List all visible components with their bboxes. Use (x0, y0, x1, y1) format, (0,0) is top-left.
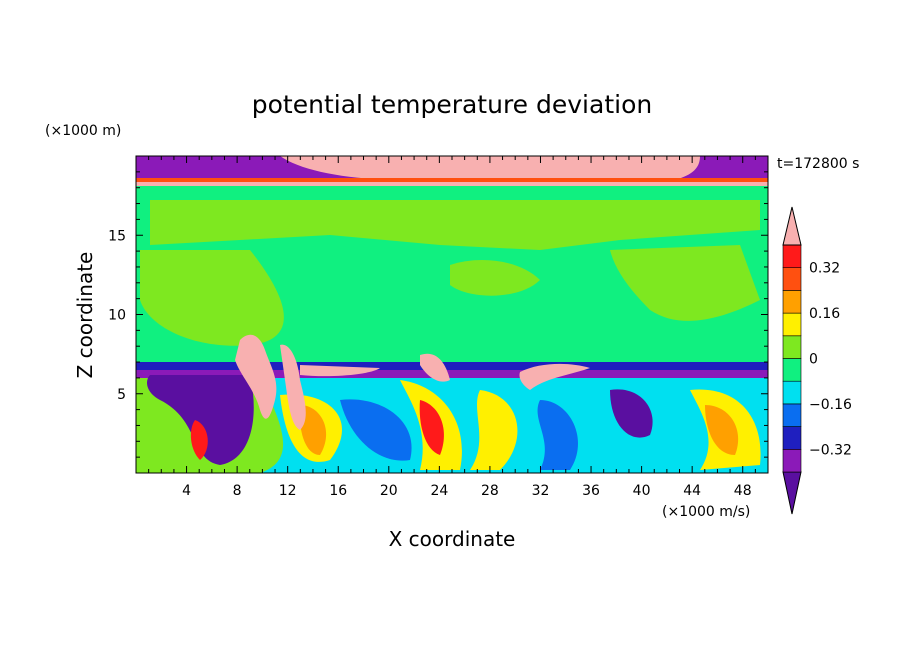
colorbar-box (782, 312, 802, 337)
colorbar-arrow-low (782, 471, 802, 515)
colorbar-tick-label: −0.16 (809, 397, 852, 413)
x-tick-label: 24 (430, 483, 448, 499)
x-tick-label: 4 (182, 483, 191, 499)
field-patch-mid (140, 250, 284, 346)
x-axis-title: X coordinate (389, 527, 516, 551)
x-tick-label: 44 (683, 483, 701, 499)
colorbar-tick-label: −0.32 (809, 442, 852, 458)
field-lower-orange2 (705, 405, 739, 455)
colorbar-tick-label: 0 (809, 352, 818, 368)
field-lower-purple1 (147, 375, 254, 465)
field-patch-mid3 (450, 260, 540, 296)
field-lower-orange (299, 405, 327, 455)
x-tick-label: 8 (233, 483, 242, 499)
y-axis-title: Z coordinate (73, 252, 97, 379)
y-tick-label: 10 (108, 308, 126, 324)
colorbar-tick-label: 0.16 (809, 306, 840, 322)
field-lower-purple2 (610, 389, 653, 438)
field-plume5 (519, 363, 590, 390)
field-plume2 (280, 344, 306, 430)
chart-title: potential temperature deviation (252, 90, 652, 119)
colorbar-box (782, 380, 802, 405)
field-lower-red2 (190, 420, 208, 460)
x-axis: 4 8 12 16 20 24 28 32 36 40 44 48 (148, 156, 756, 499)
y-tick-label: 5 (117, 387, 126, 403)
colorbar-arrow-high (782, 206, 802, 246)
colorbar-box (782, 426, 802, 450)
x-tick-label: 28 (481, 483, 499, 499)
colorbar-box (782, 267, 802, 291)
field-pink-line2 (136, 182, 768, 186)
x-tick-label: 12 (279, 483, 297, 499)
field-top-pink (280, 156, 700, 185)
x-tick-label: 36 (582, 483, 600, 499)
y-axis: 5 10 15 (108, 171, 768, 458)
field-plume1 (235, 334, 277, 419)
x-tick-label: 48 (734, 483, 752, 499)
colorbar-tick-label: 0.32 (809, 261, 840, 277)
colorbar-box (782, 244, 802, 269)
field-patch-upper (150, 200, 760, 250)
field-patch-mid2 (610, 245, 760, 321)
x-tick-label: 40 (633, 483, 651, 499)
time-label: t=172800 s (777, 156, 859, 172)
x-tick-label: 20 (380, 483, 398, 499)
field-tropo-band2 (136, 370, 768, 380)
colorbar-box (782, 358, 802, 382)
field-plume4 (420, 353, 450, 382)
colorbar-box (782, 335, 802, 359)
y-unit-label: (×1000 m) (45, 123, 121, 139)
colorbar-box (782, 403, 802, 427)
colorbar-box (782, 448, 802, 473)
field-lower-blue2 (537, 400, 579, 470)
field-tropo-band (136, 362, 768, 372)
field-pink-line (136, 178, 768, 182)
field-lower-red (419, 400, 444, 455)
x-tick-label: 32 (532, 483, 550, 499)
x-unit-label: (×1000 m/s) (662, 504, 750, 520)
x-tick-label: 16 (329, 483, 347, 499)
field-lower-yellow3 (470, 390, 518, 470)
field-lower-blue (340, 399, 412, 461)
y-tick-label: 15 (108, 228, 126, 244)
colorbar: 0.32 0.16 0 −0.16 −0.32 (782, 206, 852, 515)
field-plume3 (300, 365, 380, 377)
colorbar-box (782, 290, 802, 314)
